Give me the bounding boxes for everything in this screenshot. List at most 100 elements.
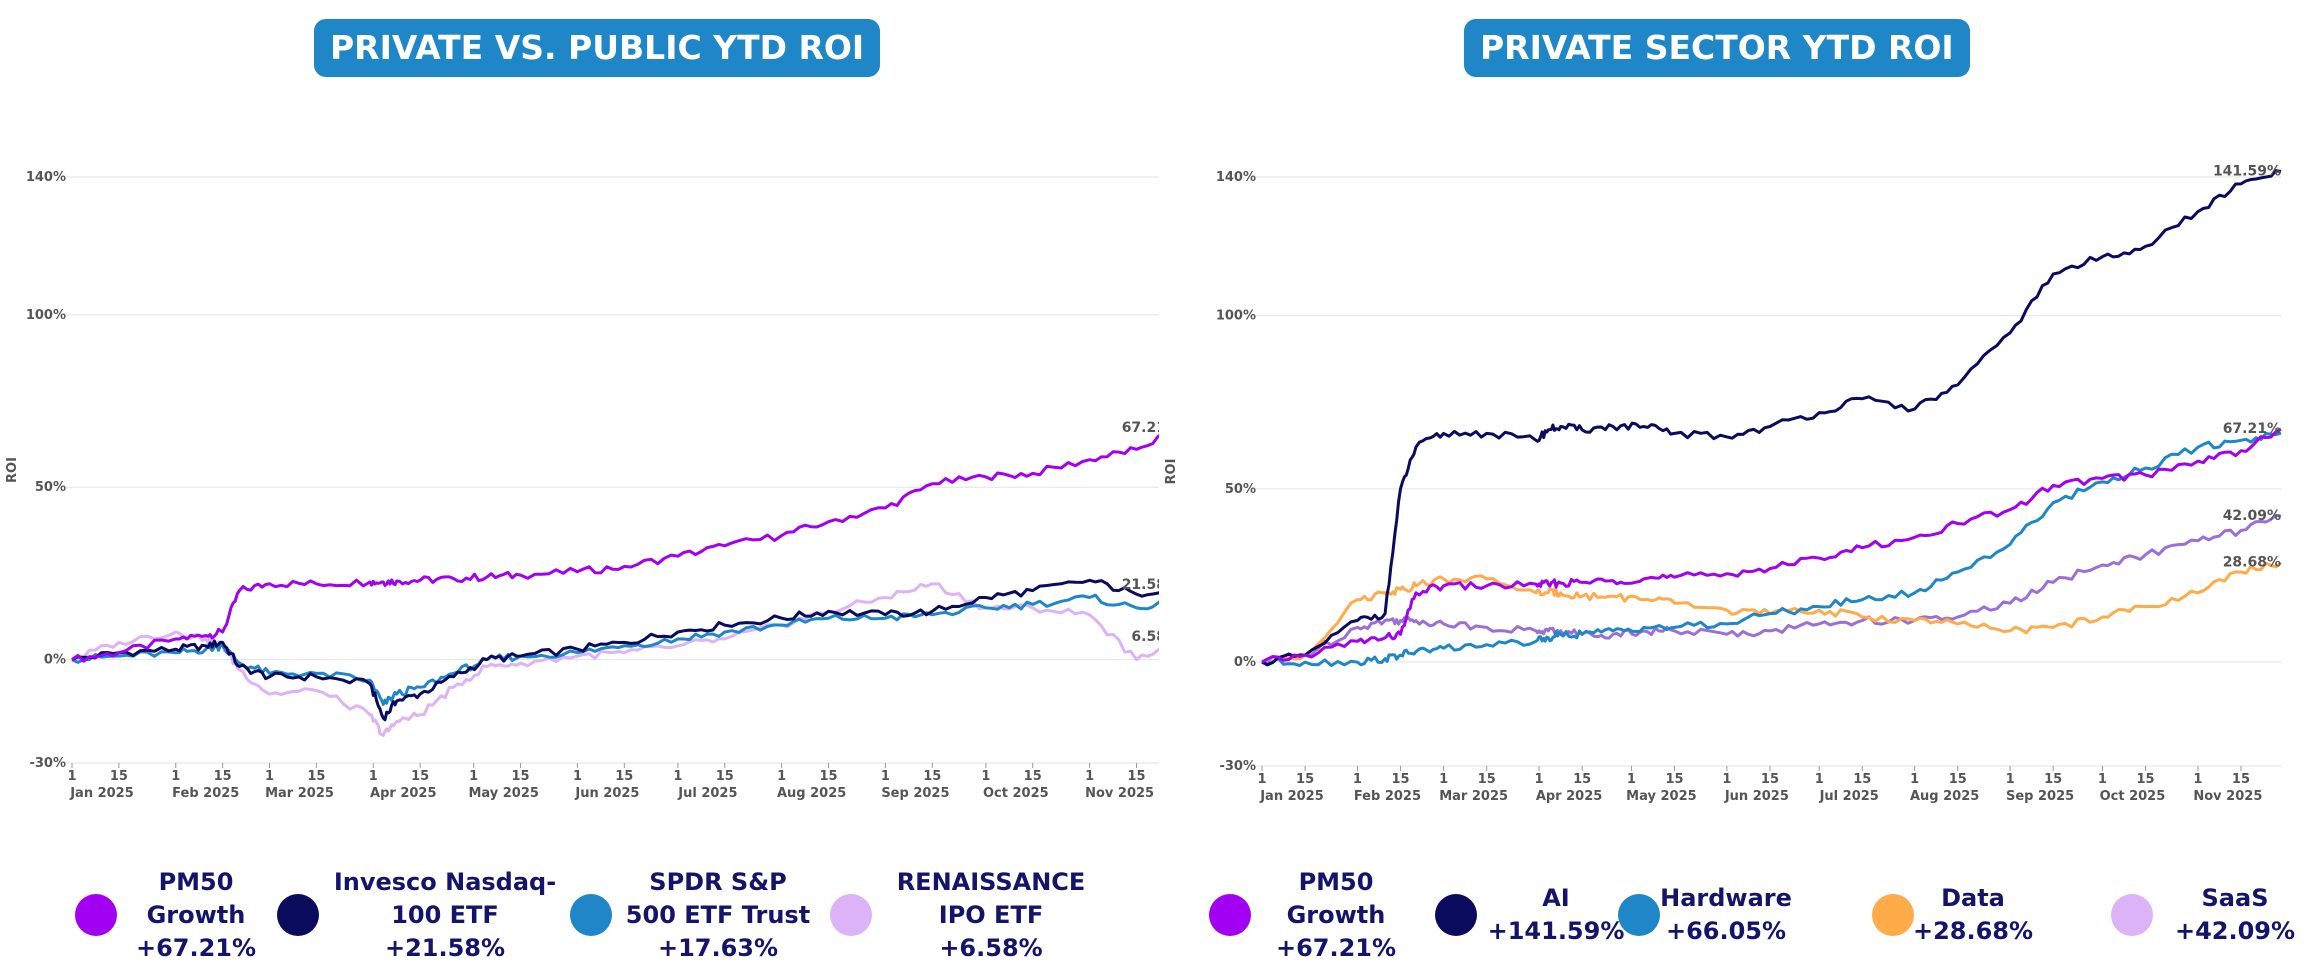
legend-label-line: +17.63% — [657, 933, 779, 962]
legend-swatch — [1435, 894, 1477, 936]
legend-label: Data +28.68% — [1858, 882, 2088, 948]
legend-label-line: +67.21% — [1275, 933, 1397, 962]
series-line — [1261, 431, 2282, 667]
x-tick-month-label: Jan 2025 — [69, 786, 134, 801]
x-tick-day-label: 1 — [1535, 772, 1544, 787]
x-tick-day-label: 15 — [1296, 772, 1314, 787]
legend-label-line: PM50 — [158, 867, 234, 896]
legend-label: PM50 Growth +67.21% — [81, 866, 311, 965]
x-tick-day-label: 15 — [615, 769, 633, 784]
x-tick-day-label: 1 — [1085, 769, 1094, 784]
legend-label-line: +67.21% — [135, 933, 257, 962]
series-line — [1261, 169, 2282, 667]
x-tick-month-label: Jun 2025 — [574, 786, 639, 801]
x-tick-day-label: 1 — [1815, 772, 1824, 787]
legend-label-line: Growth — [1286, 900, 1386, 929]
legend-label-line: Data — [1941, 884, 2005, 912]
x-tick-month-label: Mar 2025 — [1439, 789, 1508, 804]
series-end-label: 21.58% — [1122, 577, 1159, 593]
legend-label: SaaS +42.09% — [2120, 882, 2319, 948]
legend-label-line: +42.09% — [2174, 917, 2296, 945]
legend-swatch — [830, 894, 872, 936]
series-end-label: 28.68% — [2223, 555, 2281, 571]
legend-label-line: IPO ETF — [938, 900, 1044, 929]
x-tick-day-label: 15 — [1573, 772, 1591, 787]
x-tick-month-label: Nov 2025 — [1085, 786, 1154, 801]
x-tick-day-label: 1 — [881, 769, 890, 784]
series-line — [71, 593, 1159, 706]
legend-label-line: AI — [1542, 884, 1570, 912]
legend-label-line: +6.58% — [939, 933, 1043, 962]
x-tick-day-label: 15 — [1853, 772, 1871, 787]
legend-label-line: Growth — [146, 900, 246, 929]
x-tick-month-label: May 2025 — [1626, 789, 1697, 804]
chart-legend: PM50 Growth +67.21% AI +141.59% Hardware +66.0… — [1159, 860, 2319, 970]
series-end-label: 42.09% — [2223, 508, 2281, 524]
x-tick-day-label: 15 — [214, 769, 232, 784]
legend-label-line: 500 ETF Trust — [625, 900, 811, 929]
x-tick-month-label: Jul 2025 — [1819, 789, 1879, 804]
x-tick-month-label: Feb 2025 — [172, 786, 239, 801]
series-line — [1261, 427, 2282, 664]
legend-swatch — [1209, 894, 1251, 936]
y-tick-label: 140% — [1216, 170, 1256, 185]
chart-legend: PM50 Growth +67.21% Invesco Nasdaq- 100 ETF +… — [0, 860, 1159, 970]
x-tick-month-label: Sep 2025 — [881, 786, 949, 801]
y-axis-title: ROI — [1164, 459, 1179, 485]
right-chart-panel: PRIVATE SECTOR YTD ROI ROI -30% 0% 50% 100% 1… — [1159, 0, 2319, 969]
x-tick-day-label: 15 — [716, 769, 734, 784]
series-end-label: 67.21% — [1122, 420, 1159, 436]
x-tick-day-label: 1 — [573, 769, 582, 784]
legend-label: AI +141.59% — [1441, 882, 1671, 948]
legend-swatch — [277, 894, 319, 936]
legend-label-line: PM50 — [1298, 867, 1374, 896]
x-tick-day-label: 15 — [411, 769, 429, 784]
x-tick-month-label: Apr 2025 — [1536, 789, 1603, 804]
x-tick-day-label: 1 — [469, 769, 478, 784]
y-tick-label: -30% — [29, 756, 66, 771]
x-tick-day-label: 1 — [171, 769, 180, 784]
x-tick-day-label: 1 — [1722, 772, 1731, 787]
x-tick-month-label: Aug 2025 — [777, 786, 846, 801]
chart-plot-private-sector: ROI -30% 0% 50% 100% 140% 1 Jan 2025 15 1 Feb 2025… — [1164, 163, 2282, 804]
legend-swatch — [75, 894, 117, 936]
legend-label: SPDR S&P 500 ETF Trust +17.63% — [603, 866, 833, 965]
legend-label-line: +141.59% — [1487, 917, 1625, 945]
y-tick-label: 100% — [26, 308, 66, 323]
x-tick-month-label: Aug 2025 — [1910, 789, 1979, 804]
series-end-label: 67.21% — [2223, 421, 2281, 437]
x-tick-day-label: 1 — [1627, 772, 1636, 787]
y-axis-title: ROI — [5, 457, 20, 483]
x-tick-day-label: 1 — [2006, 772, 2015, 787]
x-tick-day-label: 15 — [2232, 772, 2250, 787]
x-tick-month-label: Oct 2025 — [983, 786, 1049, 801]
legend-label-line: +66.05% — [1665, 917, 1787, 945]
x-tick-month-label: Apr 2025 — [370, 786, 437, 801]
y-tick-label: 50% — [1225, 482, 1256, 497]
legend-label-line: +21.58% — [384, 933, 506, 962]
legend-label-line: Hardware — [1660, 884, 1792, 912]
legend-label: Invesco Nasdaq- 100 ETF +21.58% — [330, 866, 560, 965]
x-tick-day-label: 15 — [512, 769, 530, 784]
legend-label: Hardware +66.05% — [1611, 882, 1841, 948]
legend-label: RENAISSANCE IPO ETF +6.58% — [876, 866, 1106, 965]
x-tick-day-label: 15 — [1761, 772, 1779, 787]
series-line — [71, 434, 1159, 663]
legend-swatch — [1872, 894, 1914, 936]
y-tick-label: 0% — [44, 653, 66, 668]
x-tick-month-label: Jun 2025 — [1724, 789, 1789, 804]
x-tick-day-label: 15 — [2136, 772, 2154, 787]
x-tick-day-label: 1 — [981, 769, 990, 784]
legend-label-line: SPDR S&P — [649, 867, 787, 896]
legend-label-line: RENAISSANCE — [896, 867, 1086, 896]
legend-swatch — [2111, 894, 2153, 936]
legend-swatch — [570, 894, 612, 936]
x-tick-day-label: 1 — [1353, 772, 1362, 787]
x-tick-day-label: 15 — [923, 769, 941, 784]
y-tick-label: 0% — [1234, 655, 1256, 670]
x-tick-day-label: 15 — [1391, 772, 1409, 787]
x-tick-day-label: 1 — [1910, 772, 1919, 787]
series-end-label: 6.58% — [1131, 629, 1159, 645]
x-tick-day-label: 1 — [2193, 772, 2202, 787]
x-tick-month-label: Sep 2025 — [2006, 789, 2074, 804]
